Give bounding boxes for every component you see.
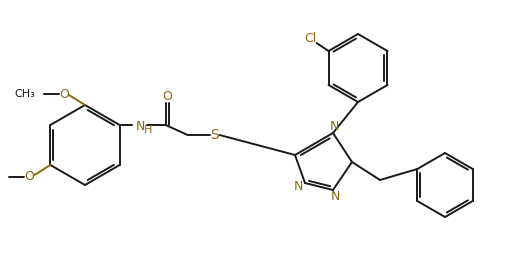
Text: Cl: Cl bbox=[304, 32, 316, 46]
Text: O: O bbox=[162, 89, 172, 103]
Text: N: N bbox=[293, 181, 303, 194]
Text: CH₃: CH₃ bbox=[14, 89, 35, 99]
Text: H: H bbox=[144, 125, 152, 135]
Text: N: N bbox=[330, 191, 340, 204]
Text: O: O bbox=[59, 87, 69, 100]
Text: N: N bbox=[136, 120, 145, 133]
Text: S: S bbox=[210, 128, 219, 142]
Text: N: N bbox=[329, 120, 339, 133]
Text: O: O bbox=[24, 170, 35, 184]
